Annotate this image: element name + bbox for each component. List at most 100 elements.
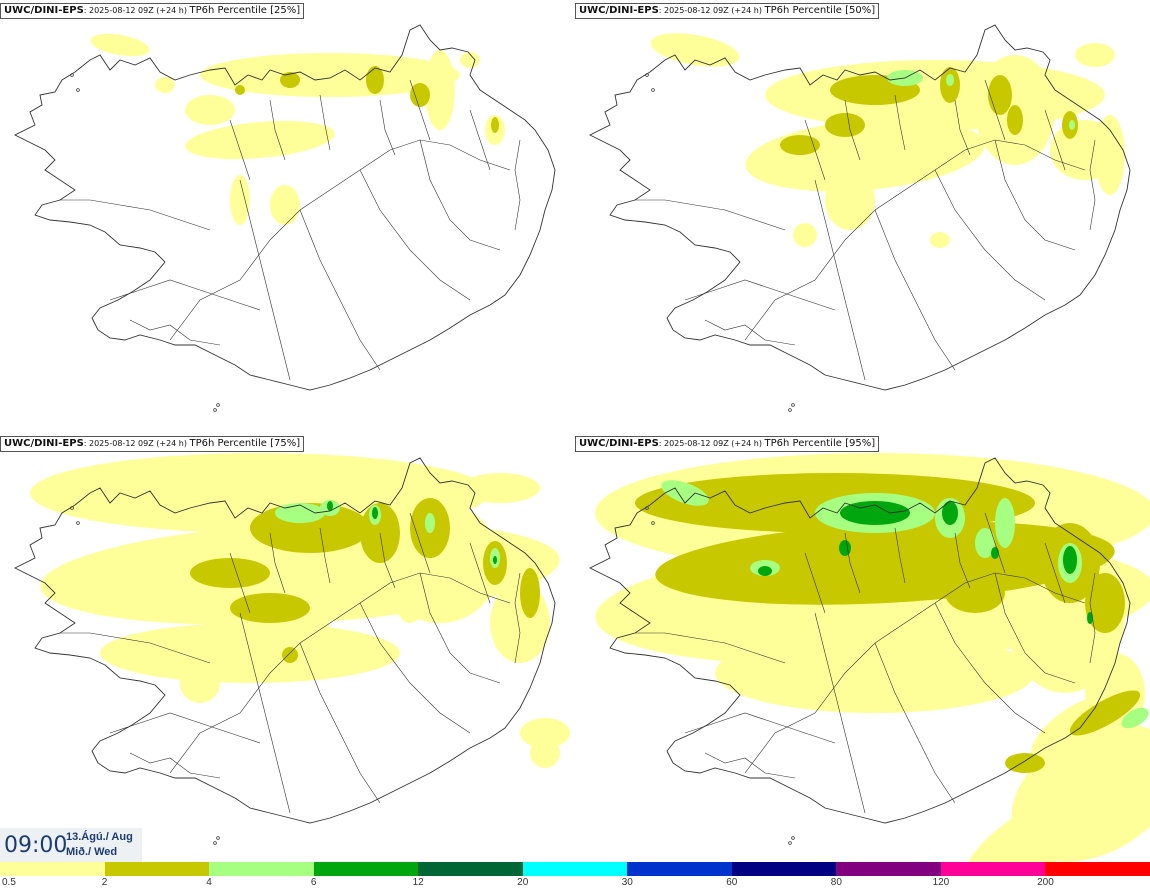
precip-map-p95 [588, 453, 1150, 862]
road-line [934, 602, 1046, 734]
island [788, 408, 792, 412]
precip-area [460, 473, 540, 503]
road-line [109, 279, 261, 311]
road-line [169, 572, 511, 774]
legend-tick-label: 200 [1037, 877, 1054, 888]
model-name: UWC/DINI-EPS [4, 5, 84, 16]
road-line [814, 612, 866, 814]
precip-area [930, 232, 950, 248]
valid-date: 13.Ágú./ Aug [66, 831, 133, 843]
legend-tick-label: 4 [206, 877, 212, 888]
precip-area [975, 528, 995, 558]
precip-area [1085, 573, 1125, 633]
panel-title: UWC/DINI-EPS: 2025-08-12 09Z (+24 h) TP6… [0, 436, 305, 452]
road-line [635, 632, 786, 664]
road-line [934, 169, 1046, 301]
map-panel-p75: UWC/DINI-EPS: 2025-08-12 09Z (+24 h) TP6… [0, 433, 575, 862]
precip-area [965, 781, 1125, 862]
model-name: UWC/DINI-EPS [579, 5, 659, 16]
road-line [814, 179, 866, 381]
legend-swatch [104, 862, 211, 876]
road-line [1089, 572, 1096, 664]
legend-swatch [0, 862, 106, 876]
road-line [379, 79, 491, 171]
run-info: : 2025-08-12 09Z (+24 h) [83, 6, 190, 15]
legend-swatch [522, 862, 629, 876]
island [788, 841, 792, 845]
legend-swatch [836, 862, 942, 876]
road-line [994, 139, 1076, 251]
precip-area [650, 33, 740, 67]
map-panel-p95: UWC/DINI-EPS: 2025-08-12 09Z (+24 h) TP6… [575, 433, 1150, 862]
precip-area [491, 117, 499, 133]
road-line [229, 94, 331, 181]
precip-area [520, 568, 540, 618]
road-line [874, 209, 956, 371]
precip-area [425, 513, 435, 533]
road-line [744, 139, 1086, 341]
island [645, 73, 649, 77]
precip-area [230, 175, 250, 225]
legend-tick-label: 0.5 [2, 877, 16, 888]
precip-area [1063, 546, 1077, 574]
panel-title: UWC/DINI-EPS: 2025-08-12 09Z (+24 h) TP6… [575, 3, 880, 19]
precip-area [230, 593, 310, 623]
island [216, 836, 220, 840]
road-line [704, 752, 796, 779]
land-outline [588, 457, 1131, 845]
legend-swatch [418, 862, 524, 876]
precip-area [839, 540, 851, 556]
road-line [635, 199, 786, 231]
precip-map-p75 [13, 453, 570, 845]
road-line [514, 139, 521, 231]
road-line [954, 79, 1066, 171]
run-info: : 2025-08-12 09Z (+24 h) [658, 439, 765, 448]
precip-area [1069, 120, 1075, 130]
road-line [994, 572, 1076, 684]
precip-field [30, 453, 570, 768]
precip-area [991, 547, 999, 559]
land-outline [588, 24, 1131, 412]
island [216, 403, 220, 407]
road-line [299, 209, 381, 371]
legend-tick-label: 80 [830, 877, 842, 888]
precip-area [190, 558, 270, 588]
land-outline [13, 457, 556, 845]
road-line [704, 319, 796, 346]
legend-swatch [940, 862, 1047, 876]
precip-area [327, 501, 333, 511]
road-line [804, 94, 906, 181]
road-line [129, 319, 221, 346]
road-line [129, 752, 221, 779]
legend-tick-label: 30 [621, 877, 633, 888]
island [213, 408, 217, 412]
road-line [684, 279, 836, 311]
island [70, 506, 74, 510]
island [70, 73, 74, 77]
road-line [1089, 139, 1096, 231]
land-outline [13, 24, 556, 412]
road-line [419, 572, 501, 684]
precip-map-p50 [588, 24, 1131, 412]
map-panel-p50: UWC/DINI-EPS: 2025-08-12 09Z (+24 h) TP6… [575, 0, 1150, 429]
map-panel-p25: UWC/DINI-EPS: 2025-08-12 09Z (+24 h) TP6… [0, 0, 575, 429]
model-name: UWC/DINI-EPS [4, 438, 84, 449]
road-line [954, 512, 1066, 604]
precip-area [493, 556, 497, 564]
legend-swatch [313, 862, 420, 876]
legend-swatch [1045, 862, 1150, 876]
road-line [239, 612, 291, 814]
island [791, 836, 795, 840]
precip-area [90, 33, 150, 57]
road-line [299, 642, 381, 804]
precip-area [825, 113, 865, 137]
precip-area [1007, 105, 1023, 135]
precip-area [758, 566, 772, 576]
color-legend: 0.5 2 4 6 12 20 30 60 80 120 200 [0, 862, 1150, 891]
coastline [588, 24, 1131, 391]
island [651, 88, 655, 92]
road-line [419, 139, 501, 251]
model-name: UWC/DINI-EPS [579, 438, 659, 449]
precip-area [185, 95, 235, 125]
precip-area [1075, 43, 1115, 67]
